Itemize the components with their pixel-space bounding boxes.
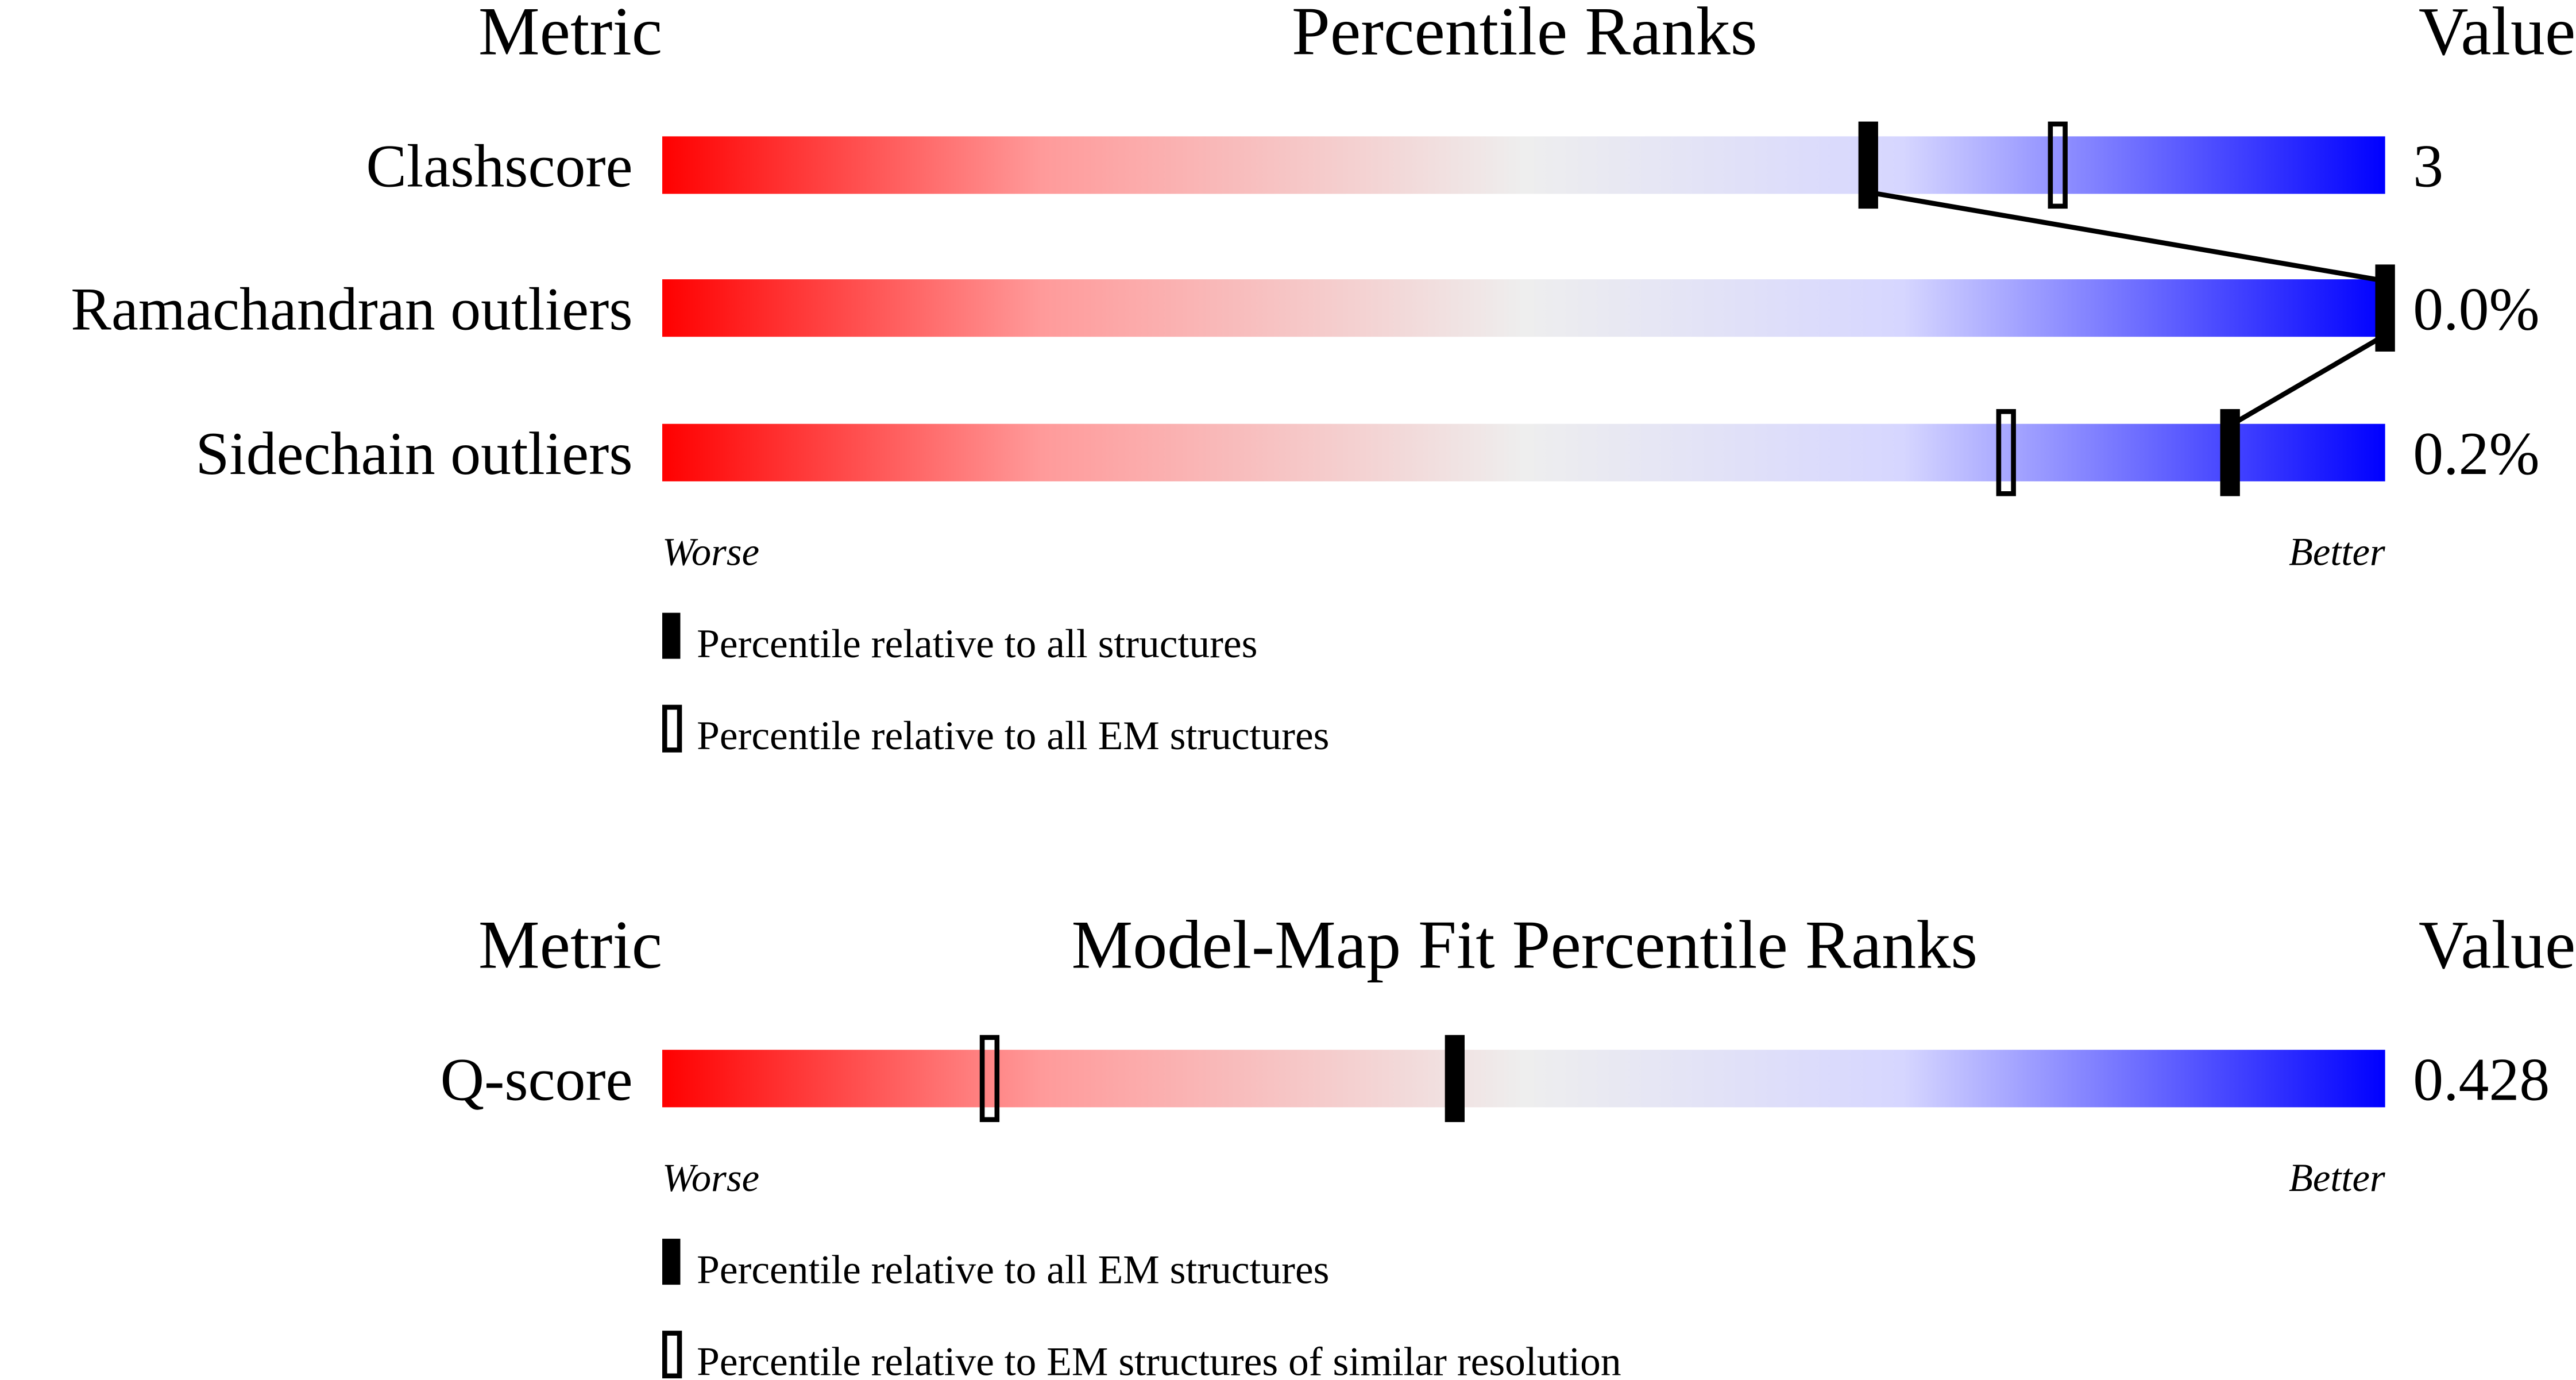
- validation-section: Metric Percentile Ranks Value Worse Bett…: [71, 0, 2575, 758]
- all-percentile-marker: [1445, 1035, 1465, 1123]
- metric-header: Metric: [478, 0, 662, 69]
- legend-open-label: Percentile relative to EM structures of …: [697, 1339, 1621, 1380]
- em-percentile-marker: [1996, 409, 2016, 496]
- legend-open-label: Percentile relative to all EM structures: [697, 713, 1329, 758]
- worse-label: Worse: [662, 530, 759, 574]
- metric-label: Sidechain outliers: [196, 420, 633, 487]
- legend-filled-label: Percentile relative to all EM structures: [697, 1247, 1329, 1292]
- em-percentile-marker: [2048, 121, 2068, 209]
- legend-filled-marker: [662, 1239, 681, 1285]
- metric-value: 0.2%: [2413, 420, 2539, 487]
- metric-label: Clashscore: [366, 133, 632, 200]
- better-label: Better: [2289, 1156, 2385, 1200]
- metric-header: Metric: [478, 906, 662, 982]
- percentile-bar: [662, 423, 2385, 481]
- metric-value: 0.428: [2413, 1046, 2550, 1113]
- marker-connector-line: [2229, 333, 2386, 428]
- legend-filled-marker: [662, 612, 681, 659]
- better-label: Better: [2289, 530, 2385, 574]
- legend-filled-label: Percentile relative to all structures: [697, 621, 1257, 666]
- metric-value: 0.0%: [2413, 275, 2539, 342]
- legend-open-marker: [662, 1331, 682, 1379]
- value-header: Value: [2419, 906, 2575, 982]
- worse-label: Worse: [662, 1156, 759, 1200]
- em-percentile-marker: [979, 1035, 1000, 1123]
- percentile-bar: [662, 279, 2385, 337]
- percentile-bar: [662, 1050, 2385, 1108]
- metric-label: Q-score: [441, 1046, 633, 1113]
- metric-value: 3: [2413, 133, 2443, 200]
- marker-connector-line: [1868, 190, 2386, 284]
- chart-title: Model-Map Fit Percentile Ranks: [1071, 906, 1978, 982]
- metric-label: Ramachandran outliers: [71, 275, 632, 342]
- value-header: Value: [2419, 0, 2575, 69]
- model-map-fit-section: Metric Model-Map Fit Percentile Ranks Va…: [441, 906, 2576, 1380]
- chart-title: Percentile Ranks: [1292, 0, 1757, 69]
- percentile-bar: [662, 136, 2385, 194]
- legend-open-marker: [662, 704, 682, 753]
